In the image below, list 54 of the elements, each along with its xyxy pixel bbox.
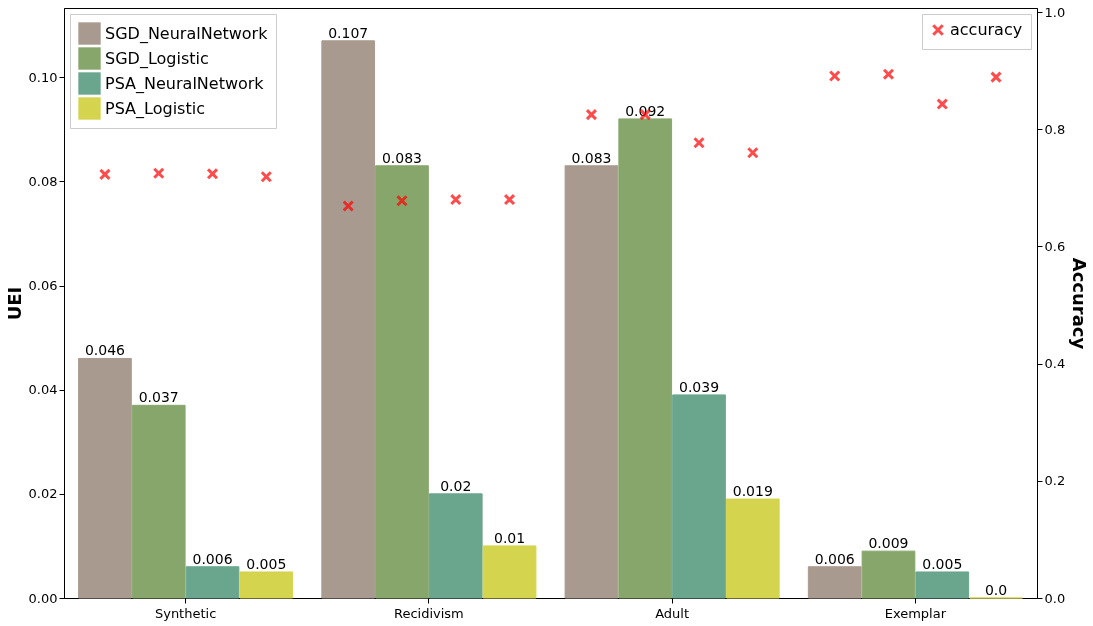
legend-label: accuracy [950, 20, 1023, 39]
y-tick-label: 0.04 [28, 382, 58, 398]
y2-tick-label: 0.4 [1044, 356, 1066, 372]
bar [807, 566, 862, 599]
y2-tick-label: 0.0 [1044, 590, 1066, 606]
bar [78, 357, 132, 599]
legend-label: PSA_Logistic [105, 98, 205, 119]
data-label: 0.005 [246, 555, 287, 572]
y2-tick-label: 0.2 [1044, 473, 1066, 489]
y-tick-label: 0.08 [28, 173, 58, 189]
data-label: 0.092 [625, 102, 666, 119]
y-tick-label: 0.06 [28, 278, 58, 294]
data-label: 0.005 [922, 555, 963, 572]
bar [185, 566, 240, 599]
bar [861, 550, 916, 599]
y2-tick-label: 0.8 [1044, 121, 1066, 137]
bar [564, 165, 619, 599]
bar [618, 118, 673, 599]
bar [239, 571, 294, 599]
data-label: 0.037 [138, 389, 179, 406]
data-label: 0.006 [192, 550, 233, 567]
y-tick-label: 0.00 [28, 590, 58, 606]
data-label: 0.006 [814, 550, 855, 567]
data-label: 0.039 [678, 378, 720, 395]
bar [321, 40, 376, 599]
bar [672, 394, 726, 599]
bar [428, 493, 483, 599]
bar [915, 571, 970, 599]
y-tick-label: 0.02 [28, 486, 58, 502]
data-label: 0.083 [571, 149, 612, 166]
y2-tick-label: 1.0 [1044, 4, 1066, 20]
bar [131, 404, 186, 599]
data-label: 0.02 [440, 477, 472, 494]
data-label: 0.01 [493, 529, 526, 546]
legend-label: SGD_Logistic [105, 48, 209, 69]
data-label: 0.046 [84, 342, 126, 359]
data-label: 0.0 [984, 582, 1008, 598]
data-label: 0.009 [868, 535, 909, 552]
bar [725, 498, 780, 599]
data-label: 0.019 [732, 483, 773, 500]
legend-label: PSA_NeuralNetwork [105, 73, 265, 94]
legend-label: SGD_NeuralNetwork [105, 23, 269, 44]
y2-tick-label: 0.6 [1044, 238, 1066, 254]
y-tick-label: 0.10 [28, 69, 58, 85]
data-label: 0.107 [328, 24, 369, 41]
x-tick-label: Exemplar [884, 605, 947, 621]
y-axis-title: UEI [3, 286, 25, 321]
bar [375, 165, 429, 599]
bar [482, 545, 537, 599]
x-tick-label: Synthetic [154, 605, 217, 621]
x-tick-label: Recidivism [393, 605, 464, 621]
y2-axis-title: Accuracy [1069, 257, 1091, 350]
x-tick-label: Adult [655, 605, 690, 621]
data-label: 0.083 [381, 149, 423, 166]
